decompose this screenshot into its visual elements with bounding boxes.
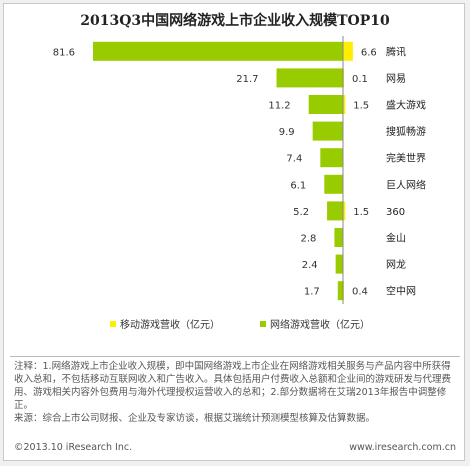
online-bar xyxy=(337,281,343,301)
category-label: 360 xyxy=(386,207,405,218)
site-url: www.iresearch.com.cn xyxy=(349,442,456,453)
chart-frame xyxy=(3,3,465,461)
mobile-value-label: 0.1 xyxy=(352,74,368,85)
mobile-bar xyxy=(343,41,353,61)
legend-label-mobile: 移动游戏营收（亿元） xyxy=(120,320,220,331)
online-bar xyxy=(320,148,343,168)
note-text: 注释：1.网络游戏上市企业收入规模，即中国网络游戏上市企业在网络游戏相关服务与产… xyxy=(14,361,452,411)
mobile-value-label: 6.6 xyxy=(361,47,377,58)
legend-label-online: 网络游戏营收（亿元） xyxy=(270,320,370,331)
online-bar xyxy=(308,95,343,114)
online-value-label: 7.4 xyxy=(286,154,302,165)
category-label: 腾讯 xyxy=(386,45,406,58)
mobile-value-label: 0.4 xyxy=(352,287,368,298)
mobile-value-label: 1.5 xyxy=(353,101,369,112)
notes: 注释：1.网络游戏上市企业收入规模，即中国网络游戏上市企业在网络游戏相关服务与产… xyxy=(14,360,454,425)
online-bar xyxy=(324,174,343,194)
category-label: 搜狐畅游 xyxy=(386,125,426,138)
online-value-label: 11.2 xyxy=(268,101,290,112)
bar-chart: 81.6 6.6 腾讯 21.7 0.1 网易 11.2 1.5 盛大游戏 9.9 搜狐畅游 7.4 完… xyxy=(53,36,426,304)
online-value-label: 9.9 xyxy=(279,127,295,138)
online-value-label: 5.2 xyxy=(293,207,309,218)
online-bar xyxy=(276,68,343,88)
category-label: 巨人网络 xyxy=(386,178,426,191)
category-label: 空中网 xyxy=(386,285,416,298)
legend-item-mobile: 移动游戏营收（亿元） xyxy=(110,316,220,331)
online-value-label: 21.7 xyxy=(236,74,258,85)
chart-title: 2013Q3中国网络游戏上市企业收入规模TOP10 xyxy=(80,13,390,29)
category-label: 网易 xyxy=(386,73,406,85)
legend: 移动游戏营收（亿元） 网络游戏营收（亿元） xyxy=(110,316,370,331)
notes-divider xyxy=(10,356,460,357)
copyright: ©2013.10 iResearch Inc. xyxy=(14,442,133,453)
legend-swatch-online xyxy=(260,320,266,327)
mobile-bar xyxy=(343,201,346,221)
online-value-label: 1.7 xyxy=(304,287,320,298)
source-text: 来源：综合上市公司财报、企业及专家访谈，根据艾瑞统计预测模型核算及估算数据。 xyxy=(14,413,376,424)
online-bar xyxy=(327,201,343,221)
online-bar xyxy=(312,121,343,141)
category-label: 网龙 xyxy=(386,258,406,271)
online-bar xyxy=(93,41,343,61)
online-value-label: 81.6 xyxy=(53,47,75,58)
legend-item-online: 网络游戏营收（亿元） xyxy=(260,316,370,331)
online-value-label: 6.1 xyxy=(290,180,306,191)
legend-swatch-mobile xyxy=(110,320,116,327)
category-label: 完美世界 xyxy=(386,152,426,165)
category-label: 盛大游戏 xyxy=(386,99,426,112)
online-bar xyxy=(334,228,343,247)
online-bar xyxy=(335,254,343,274)
online-value-label: 2.8 xyxy=(301,234,317,245)
mobile-value-label: 1.5 xyxy=(353,207,369,218)
mobile-bar xyxy=(343,95,346,114)
category-label: 金山 xyxy=(386,232,406,245)
online-value-label: 2.4 xyxy=(302,260,318,271)
